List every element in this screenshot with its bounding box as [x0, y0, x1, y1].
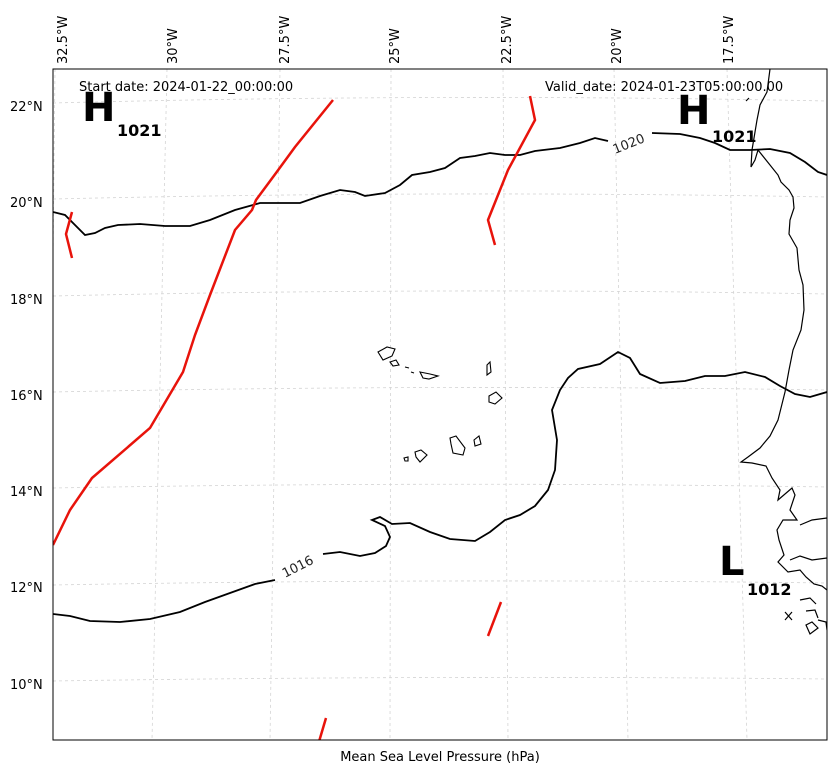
- lat-tick-label: 14°N: [10, 485, 43, 500]
- lon-tick-label: 17.5°W: [722, 16, 737, 64]
- isobar-1016: [53, 350, 827, 623]
- lon-tick-label: 27.5°W: [278, 16, 293, 64]
- lat-tick-label: 22°N: [10, 100, 43, 115]
- lat-tick-label: 20°N: [10, 196, 43, 211]
- gridlines: [53, 69, 827, 740]
- start-date-text: Start date: 2024-01-22_00:00:00: [79, 80, 293, 95]
- high-letter: H: [677, 88, 710, 134]
- trough-line: [53, 99, 334, 546]
- low-letter: L: [719, 539, 745, 585]
- lon-tick-label: 32.5°W: [56, 16, 71, 64]
- trough-line: [486, 95, 537, 246]
- latitude-ticks: 22°N 20°N 18°N 16°N 14°N 12°N 10°N: [10, 100, 43, 693]
- lon-tick-label: 30°W: [166, 28, 181, 64]
- high-value: 1021: [712, 127, 757, 146]
- lat-tick-label: 12°N: [10, 581, 43, 596]
- contour-label-1016: 1016: [280, 553, 316, 581]
- map-xlabel: Mean Sea Level Pressure (hPa): [340, 750, 540, 765]
- lon-tick-label: 20°W: [610, 28, 625, 64]
- trough-line: [318, 717, 328, 740]
- map-frame: [52, 68, 828, 741]
- longitude-ticks: 32.5°W 30°W 27.5°W 25°W 22.5°W 20°W 17.5…: [56, 16, 737, 64]
- pressure-center-high-east: H 1021: [677, 88, 757, 146]
- cape-verde-islands: [377, 346, 503, 463]
- pressure-center-low: L 1012: [719, 539, 792, 599]
- valid-date-text: Valid_date: 2024-01-23T05:00:00.00: [545, 80, 783, 95]
- pressure-center-high-west: H 1021: [82, 85, 162, 140]
- high-letter: H: [82, 85, 115, 131]
- high-value: 1021: [117, 121, 162, 140]
- coastline: [739, 69, 827, 635]
- lat-tick-label: 16°N: [10, 389, 43, 404]
- contour-label-1020: 1020: [611, 131, 647, 157]
- lon-tick-label: 25°W: [388, 28, 403, 64]
- lon-tick-label: 22.5°W: [500, 16, 515, 64]
- lat-tick-label: 18°N: [10, 293, 43, 308]
- trough-lines: [53, 95, 537, 740]
- low-value: 1012: [747, 580, 792, 599]
- trough-line: [64, 211, 74, 259]
- isobar-1020: [53, 132, 827, 236]
- lat-tick-label: 10°N: [10, 678, 43, 693]
- trough-line: [486, 601, 503, 637]
